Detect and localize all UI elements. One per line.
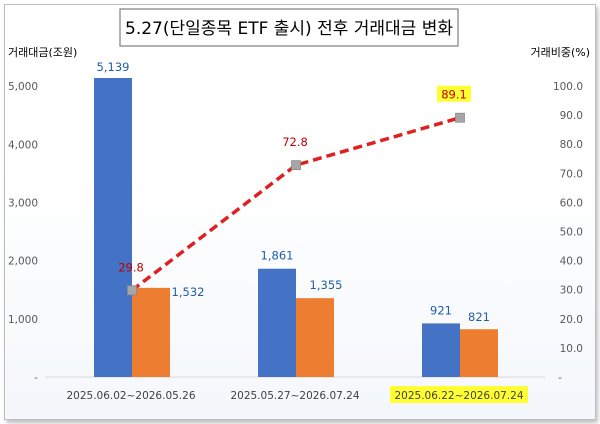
bar-value-label: 1,532 xyxy=(172,285,205,299)
line-value-label: 29.8 xyxy=(118,260,144,274)
bar-s2-c2 xyxy=(296,298,334,377)
left-tick-label: 5,000 xyxy=(8,81,38,93)
bar-value-label: 821 xyxy=(468,310,490,324)
right-tick-label: 90.0 xyxy=(560,110,583,122)
right-tick-label: 10.0 xyxy=(560,343,583,355)
right-tick-label: 70.0 xyxy=(560,168,583,180)
bar-s1-c3 xyxy=(422,323,460,377)
left-tick-label: - xyxy=(34,372,38,384)
left-tick-label: 3,000 xyxy=(8,197,38,209)
right-tick-label: 30.0 xyxy=(560,285,583,297)
right-tick-label: - xyxy=(558,372,562,384)
bar-s1-c2 xyxy=(258,268,296,377)
bar-value-label: 1,355 xyxy=(310,278,343,292)
right-tick-label: 20.0 xyxy=(560,314,583,326)
line-marker xyxy=(127,285,137,296)
bar-value-label: 5,139 xyxy=(97,60,130,74)
bar-value-label: 1,861 xyxy=(261,249,294,263)
bar-s1-c1 xyxy=(94,78,132,378)
right-axis-title: 거래비중(%) xyxy=(530,46,590,59)
right-tick-label: 50.0 xyxy=(560,227,583,239)
left-tick-label: 4,000 xyxy=(8,139,38,151)
line-label-highlight xyxy=(437,85,471,102)
right-tick-label: 60.0 xyxy=(560,197,583,209)
title-box xyxy=(119,8,459,47)
chart-title-box: 5.27(단일종목 ETF 출시) 전후 거래대금 변화 xyxy=(119,8,459,47)
right-tick-label: 100.0 xyxy=(553,81,583,93)
line-value-label: 72.8 xyxy=(282,135,308,149)
left-tick-label: 1,000 xyxy=(8,314,38,326)
category-label: 2025.06.02~2026.05.26 xyxy=(66,390,195,402)
bar-s2-c3 xyxy=(460,329,498,377)
bar-value-label: 921 xyxy=(430,303,452,317)
line-marker xyxy=(291,160,301,171)
bar-s2-c1 xyxy=(132,287,170,377)
right-tick-label: 40.0 xyxy=(560,256,583,268)
left-axis-title: 거래대금(조원) xyxy=(8,46,77,59)
right-tick-label: 80.0 xyxy=(560,139,583,151)
line-marker xyxy=(455,112,465,123)
category-label: 2025.06.22~2026.07.24 xyxy=(394,390,523,402)
left-tick-label: 2,000 xyxy=(8,256,38,268)
category-highlight xyxy=(390,386,528,403)
line-value-label: 89.1 xyxy=(441,88,467,102)
chart-title: 5.27(단일종목 ETF 출시) 전후 거래대금 변화 xyxy=(125,19,453,39)
category-label: 2025.05.27~2026.07.24 xyxy=(230,390,359,402)
